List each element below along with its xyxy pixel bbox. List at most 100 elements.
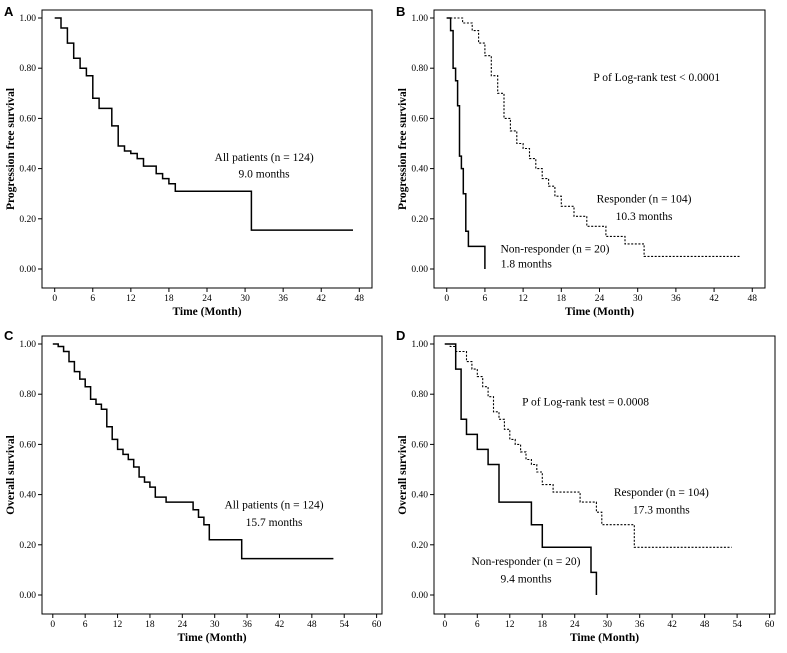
x-tick-label-b: 6 bbox=[483, 294, 488, 304]
survival-curve-c-all-patients bbox=[52, 343, 334, 560]
plot-frame-a bbox=[41, 9, 373, 289]
x-tick-label-c: 6 bbox=[83, 620, 88, 630]
annotation-d: Responder (n = 104) bbox=[614, 487, 709, 499]
x-tick-label-b: 24 bbox=[595, 294, 605, 304]
x-tick-label-c: 24 bbox=[178, 620, 188, 630]
survival-curve-b-non-responder bbox=[446, 17, 486, 269]
x-tick-label-d: 48 bbox=[700, 620, 710, 630]
x-tick-label-a: 6 bbox=[90, 294, 95, 304]
y-axis-title-c: Overall survival bbox=[5, 435, 17, 515]
panel-letter-a: A bbox=[4, 4, 14, 19]
y-tick-label-a: 1.00 bbox=[19, 14, 36, 24]
y-tick-label-c: 0.20 bbox=[19, 541, 36, 551]
x-tick-label-c: 36 bbox=[242, 620, 252, 630]
plot-frame-d bbox=[433, 335, 776, 615]
x-tick-label-d: 24 bbox=[570, 620, 580, 630]
y-tick-label-b: 0.60 bbox=[411, 114, 428, 124]
annotation-b: Responder (n = 104) bbox=[597, 193, 692, 205]
x-tick-label-a: 18 bbox=[164, 294, 174, 304]
x-tick-label-a: 42 bbox=[316, 294, 326, 304]
survival-curve-a-all-patients bbox=[54, 17, 353, 231]
x-tick-label-c: 60 bbox=[372, 620, 382, 630]
annotation-a: All patients (n = 124) bbox=[215, 152, 314, 164]
y-tick-label-d: 0.60 bbox=[411, 440, 428, 450]
y-tick-label-a: 0.20 bbox=[19, 215, 36, 225]
x-tick-label-d: 42 bbox=[667, 620, 677, 630]
y-axis-title-d: Overall survival bbox=[397, 435, 409, 515]
survival-curve-d-non-responder bbox=[444, 343, 598, 595]
x-tick-label-a: 48 bbox=[355, 294, 365, 304]
y-axis-title-b: Progression free survival bbox=[397, 88, 409, 210]
y-tick-label-a: 0.40 bbox=[19, 165, 36, 175]
annotation-c: All patients (n = 124) bbox=[225, 499, 324, 511]
x-tick-label-d: 18 bbox=[538, 620, 548, 630]
x-tick-label-d: 0 bbox=[442, 620, 447, 630]
x-tick-label-a: 36 bbox=[278, 294, 288, 304]
x-tick-label-b: 48 bbox=[748, 294, 758, 304]
annotation-c: 15.7 months bbox=[246, 517, 303, 529]
x-tick-label-b: 30 bbox=[633, 294, 643, 304]
x-axis-title-b: Time (Month) bbox=[565, 306, 634, 318]
x-tick-label-d: 60 bbox=[765, 620, 775, 630]
x-tick-label-d: 54 bbox=[732, 620, 742, 630]
x-tick-label-c: 12 bbox=[113, 620, 123, 630]
x-tick-label-d: 12 bbox=[505, 620, 515, 630]
y-tick-label-b: 1.00 bbox=[411, 14, 428, 24]
y-tick-label-b: 0.20 bbox=[411, 215, 428, 225]
y-tick-label-b: 0.80 bbox=[411, 64, 428, 74]
x-tick-label-b: 42 bbox=[709, 294, 719, 304]
annotation-b: 1.8 months bbox=[501, 259, 553, 271]
panel-letter-c: C bbox=[4, 328, 14, 343]
y-tick-label-c: 1.00 bbox=[19, 340, 36, 350]
panel-b: 0.00 0.20 0.40 0.60 0.80 1.00 0 6 12 18 24 30 36 42 48… bbox=[397, 9, 766, 318]
y-tick-label-c: 0.80 bbox=[19, 390, 36, 400]
x-axis-title-a: Time (Month) bbox=[172, 306, 241, 318]
y-tick-label-b: 0.40 bbox=[411, 165, 428, 175]
survival-curve-d-responder bbox=[444, 343, 732, 548]
x-tick-label-b: 0 bbox=[444, 294, 449, 304]
x-tick-label-c: 18 bbox=[145, 620, 155, 630]
annotation-b: P of Log-rank test < 0.0001 bbox=[593, 72, 720, 84]
x-tick-label-d: 30 bbox=[602, 620, 612, 630]
survival-curve-b-responder bbox=[446, 17, 740, 257]
x-tick-label-d: 6 bbox=[475, 620, 480, 630]
x-tick-label-a: 12 bbox=[126, 294, 136, 304]
panel-a: 0.00 0.20 0.40 0.60 0.80 1.00 0 6 12 18 24 30 36 42 48… bbox=[5, 9, 373, 318]
plot-frame-c bbox=[41, 335, 383, 615]
x-tick-label-b: 36 bbox=[671, 294, 681, 304]
x-tick-label-c: 54 bbox=[339, 620, 349, 630]
x-tick-label-d: 36 bbox=[635, 620, 645, 630]
y-tick-label-b: 0.00 bbox=[411, 265, 428, 275]
x-tick-label-c: 0 bbox=[50, 620, 55, 630]
y-tick-label-d: 0.40 bbox=[411, 491, 428, 501]
annotation-a: 9.0 months bbox=[239, 168, 291, 180]
y-tick-label-d: 0.80 bbox=[411, 390, 428, 400]
y-tick-label-a: 0.60 bbox=[19, 114, 36, 124]
panel-letter-d: D bbox=[396, 328, 405, 343]
y-tick-label-d: 0.00 bbox=[411, 591, 428, 601]
annotation-d: P of Log-rank test = 0.0008 bbox=[522, 396, 649, 408]
panel-letter-b: B bbox=[396, 4, 405, 19]
y-axis-title-a: Progression free survival bbox=[5, 88, 17, 210]
x-tick-label-a: 24 bbox=[202, 294, 212, 304]
x-tick-label-b: 18 bbox=[557, 294, 567, 304]
annotation-b: 10.3 months bbox=[616, 211, 673, 223]
y-tick-label-a: 0.00 bbox=[19, 265, 36, 275]
y-tick-label-d: 1.00 bbox=[411, 340, 428, 350]
y-tick-label-c: 0.40 bbox=[19, 491, 36, 501]
y-tick-label-c: 0.60 bbox=[19, 440, 36, 450]
panel-d: 0.00 0.20 0.40 0.60 0.80 1.00 0 6 12 18 24 30 36 42 48… bbox=[397, 335, 776, 644]
x-axis-title-d: Time (Month) bbox=[570, 632, 639, 644]
x-tick-label-b: 12 bbox=[518, 294, 528, 304]
panel-c: 0.00 0.20 0.40 0.60 0.80 1.00 0 6 12 18 24 30 36 42 48… bbox=[5, 335, 383, 644]
annotation-d: Non-responder (n = 20) bbox=[472, 556, 581, 568]
annotation-d: 17.3 months bbox=[633, 504, 690, 516]
x-axis-title-c: Time (Month) bbox=[177, 632, 246, 644]
annotation-b: Non-responder (n = 20) bbox=[500, 244, 609, 256]
y-tick-label-c: 0.00 bbox=[19, 591, 36, 601]
x-tick-label-a: 0 bbox=[52, 294, 57, 304]
y-tick-label-a: 0.80 bbox=[19, 64, 36, 74]
annotation-d: 9.4 months bbox=[500, 573, 552, 585]
x-tick-label-c: 42 bbox=[275, 620, 285, 630]
